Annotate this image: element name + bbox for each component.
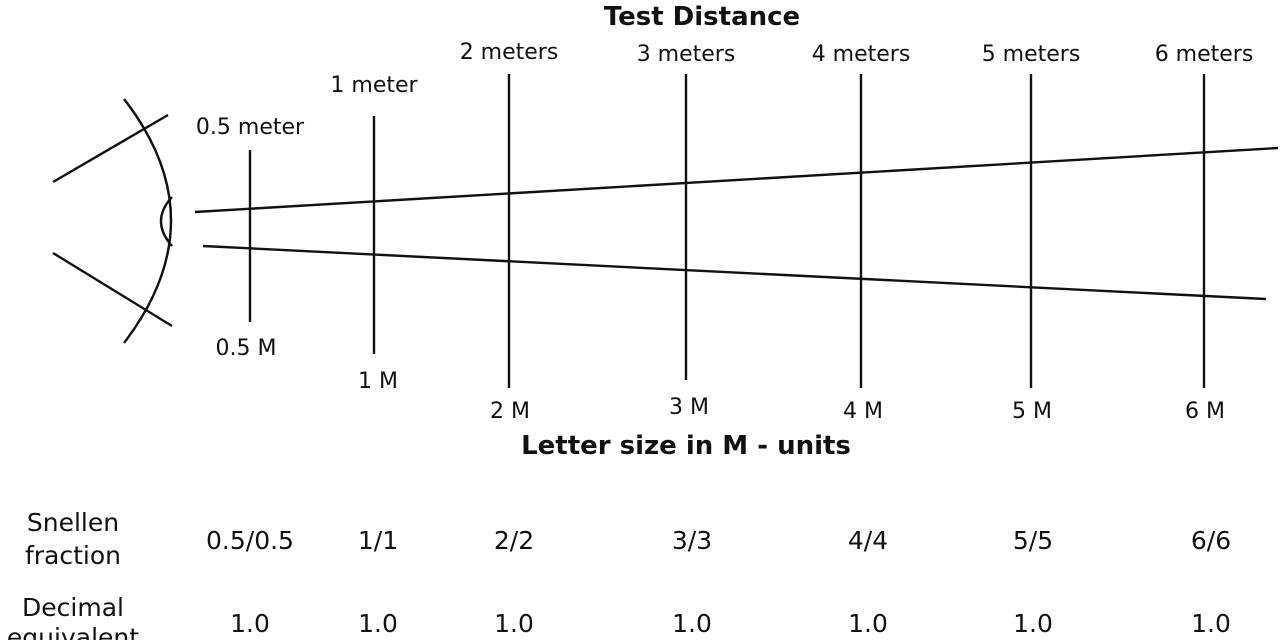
snellen-fraction-cell: 4/4 [848,526,888,555]
distance-label: 6 meters [1155,42,1254,67]
letter-size-label: 2 M [490,399,530,424]
decimal-row-heading-line1: Decimal [22,593,124,622]
snellen-fraction-cell: 0.5/0.5 [206,526,294,555]
lower-sight-line [202,244,1267,301]
distance-label: 1 meter [330,73,418,98]
snellen-row-heading-line1: Snellen [27,508,119,537]
test-distance-title: Test Distance [604,2,800,32]
decimal-equivalent-cell: 1.0 [1013,609,1053,638]
eye-icon [52,98,173,344]
snellen-fraction-cell: 5/5 [1013,526,1053,555]
decimal-equivalent-cell: 1.0 [672,609,712,638]
decimal-equivalent-cell: 1.0 [358,609,398,638]
snellen-row-heading-line2: fraction [25,541,121,570]
distance-label: 4 meters [812,42,911,67]
snellen-fraction-cell: 6/6 [1191,526,1231,555]
decimal-equivalent-cell: 1.0 [1191,609,1231,638]
letter-size-label: 6 M [1185,399,1225,424]
letter-size-title: Letter size in M - units [521,431,851,461]
letter-size-label: 1 M [358,369,398,394]
distance-markers: 0.5 meter 0.5 M 1 meter 1 M 2 meters 2 M 3 met… [196,40,1253,424]
upper-sight-line [194,146,1279,214]
snellen-fraction-cell: 2/2 [494,526,534,555]
decimal-equivalent-cell: 1.0 [230,609,270,638]
distance-label: 3 meters [637,42,736,67]
letter-size-label: 4 M [843,399,883,424]
distance-label: 0.5 meter [196,115,305,140]
snellen-fraction-cell: 3/3 [672,526,712,555]
snellen-fraction-cell: 1/1 [358,526,398,555]
decimal-equivalent-cell: 1.0 [494,609,534,638]
letter-size-label: 3 M [669,395,709,420]
letter-size-label: 5 M [1012,399,1052,424]
distance-label: 5 meters [982,42,1081,67]
decimal-equivalent-cell: 1.0 [848,609,888,638]
distance-label: 2 meters [460,40,559,65]
value-table: 0.5/0.5 1.0 1/1 1.0 2/2 1.0 3/3 1.0 4/4 1.0 5/5 1.0… [206,526,1231,638]
decimal-row-heading-line2: equivalent [7,623,139,640]
letter-size-label: 0.5 M [216,336,277,361]
